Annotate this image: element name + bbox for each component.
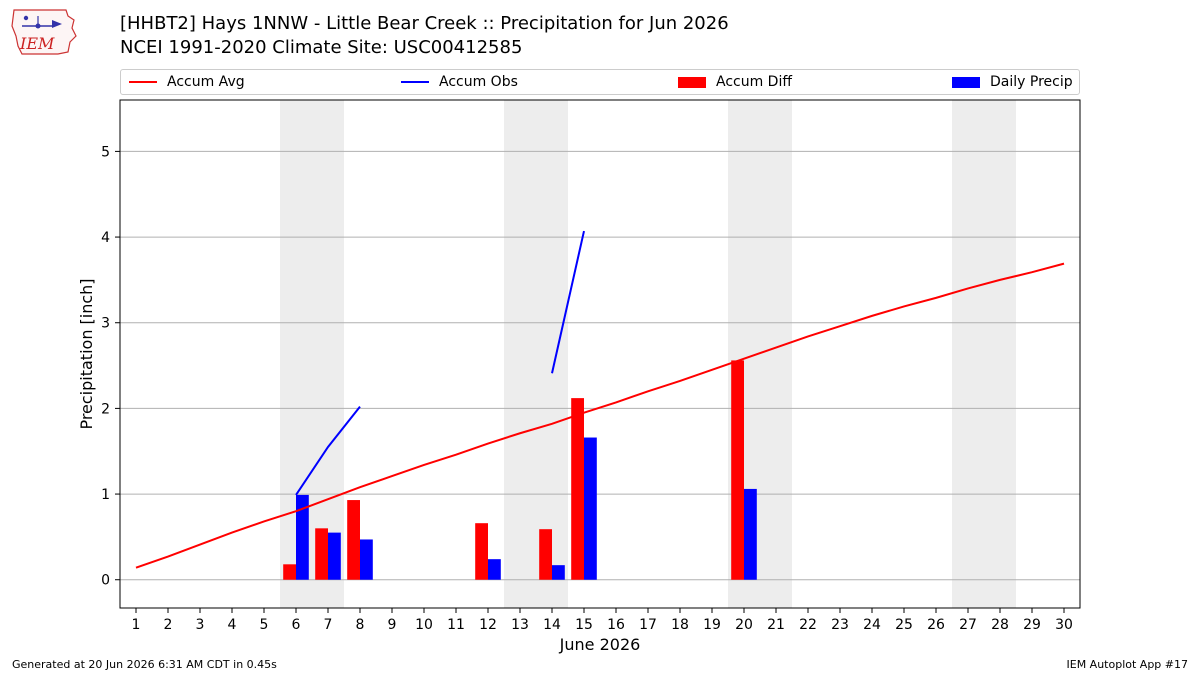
x-tick-label: 28: [991, 617, 1009, 633]
daily-precip-bar: [360, 539, 373, 580]
x-tick-label: 21: [767, 617, 785, 633]
accum-diff-bar: [475, 523, 488, 580]
accum-obs-line: [295, 406, 361, 496]
accum-diff-bar: [347, 500, 360, 580]
weekend-shade: [504, 100, 568, 608]
x-tick-label: 18: [671, 617, 689, 633]
plot-frame: [119, 99, 1081, 609]
accum-diff-bar: [283, 564, 296, 580]
y-tick-label: 3: [101, 316, 110, 332]
generated-note: Generated at 20 Jun 2026 6:31 AM CDT in …: [12, 658, 277, 671]
daily-precip-bar: [328, 532, 341, 580]
x-tick-label: 8: [356, 617, 365, 633]
x-tick-label: 19: [703, 617, 721, 633]
accum-avg-line: [135, 262, 1065, 569]
x-tick-label: 6: [292, 617, 301, 633]
accum-diff-bar: [571, 398, 584, 580]
weekend-shade: [952, 100, 1016, 608]
x-tick-label: 29: [1023, 617, 1041, 633]
x-tick-label: 25: [895, 617, 913, 633]
y-tick-label: 2: [101, 401, 110, 417]
legend-swatch-accum-avg: [129, 81, 157, 83]
y-tick-label: 0: [101, 573, 110, 589]
x-axis-label: June 2026: [559, 635, 641, 654]
x-tick-label: 12: [479, 617, 497, 633]
legend-swatch-daily-precip: [952, 76, 980, 88]
x-tick-label: 4: [228, 617, 237, 633]
legend: Accum Avg Accum Obs Accum Diff Daily Pre…: [120, 69, 1080, 95]
legend-label-daily-precip: Daily Precip: [990, 74, 1073, 90]
x-tick-label: 20: [735, 617, 753, 633]
x-tick-label: 27: [959, 617, 977, 633]
chart-subtitle: NCEI 1991-2020 Climate Site: USC00412585: [120, 37, 523, 58]
x-tick-label: 9: [388, 617, 397, 633]
legend-swatch-accum-obs: [401, 81, 429, 83]
x-tick-label: 7: [324, 617, 333, 633]
x-tick-label: 14: [543, 617, 561, 633]
weekend-shade: [280, 100, 344, 608]
accum-diff-bar: [539, 529, 552, 580]
x-tick-label: 17: [639, 617, 657, 633]
y-axis-label: Precipitation [inch]: [77, 278, 96, 429]
x-tick-label: 10: [415, 617, 433, 633]
legend-item-accum-obs: Accum Obs: [401, 70, 518, 94]
daily-precip-bar: [296, 494, 309, 580]
x-tick-label: 16: [607, 617, 625, 633]
y-tick-label: 1: [101, 487, 110, 503]
accum-diff-bar: [315, 528, 328, 580]
legend-item-daily-precip: Daily Precip: [952, 70, 1073, 94]
daily-precip-bar: [744, 488, 757, 580]
daily-precip-bar: [488, 559, 501, 580]
y-tick-label: 5: [101, 144, 110, 160]
daily-precip-bar: [584, 437, 597, 580]
legend-label-accum-obs: Accum Obs: [439, 74, 518, 90]
x-tick-label: 11: [447, 617, 465, 633]
chart-title: [HHBT2] Hays 1NNW - Little Bear Creek ::…: [120, 13, 729, 34]
daily-precip-bar: [552, 565, 565, 580]
x-tick-label: 22: [799, 617, 817, 633]
legend-item-accum-avg: Accum Avg: [129, 70, 245, 94]
iem-logo: IEM: [11, 9, 77, 55]
x-tick-label: 24: [863, 617, 881, 633]
x-tick-label: 1: [132, 617, 141, 633]
y-tick-label: 4: [101, 230, 110, 246]
app-note: IEM Autoplot App #17: [1066, 658, 1189, 671]
x-tick-label: 15: [575, 617, 593, 633]
legend-swatch-accum-diff: [678, 76, 706, 88]
x-tick-label: 30: [1055, 617, 1073, 633]
accum-diff-bar: [731, 360, 744, 580]
x-tick-label: 23: [831, 617, 849, 633]
x-tick-label: 26: [927, 617, 945, 633]
x-tick-label: 5: [260, 617, 269, 633]
accum-obs-line: [551, 230, 585, 374]
x-tick-label: 2: [164, 617, 173, 633]
x-tick-label: 3: [196, 617, 205, 633]
legend-label-accum-avg: Accum Avg: [167, 74, 245, 90]
x-tick-label: 13: [511, 617, 529, 633]
legend-label-accum-diff: Accum Diff: [716, 74, 793, 90]
legend-item-accum-diff: Accum Diff: [678, 70, 792, 94]
logo-text: IEM: [19, 34, 55, 53]
